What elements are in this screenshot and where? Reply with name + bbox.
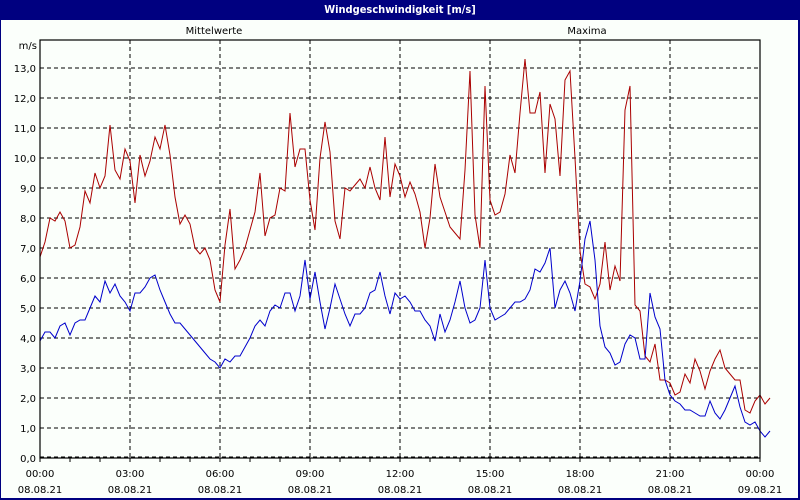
x-tick-date: 08.08.21 <box>198 485 243 496</box>
y-tick-label: 3,0 <box>20 364 36 375</box>
y-tick-label: 10,0 <box>14 154 36 165</box>
legend-mittelwerte: Mittelwerte <box>186 26 243 37</box>
x-tick-time: 18:00 <box>566 469 595 480</box>
x-tick-time: 00:00 <box>26 469 55 480</box>
y-tick-label: 1,0 <box>20 424 36 435</box>
grid-lines <box>39 40 761 462</box>
x-tick-time: 12:00 <box>386 469 415 480</box>
y-tick-label: 13,0 <box>14 64 36 75</box>
y-tick-label: 12,0 <box>14 94 36 105</box>
x-tick-date: 08.08.21 <box>18 485 63 496</box>
series-mittelwerte-line <box>39 220 771 438</box>
y-tick-label: 5,0 <box>20 304 36 315</box>
y-axis-unit: m/s <box>19 41 37 52</box>
y-tick-label: 0,0 <box>20 454 36 465</box>
y-tick-label: 2,0 <box>20 394 36 405</box>
y-tick-label: 6,0 <box>20 274 36 285</box>
x-tick-date: 08.08.21 <box>108 485 153 496</box>
y-axis-ticks: 0,0 1,0 2,0 3,0 4,0 5,0 6,0 7,0 8,0 9,0 10,0 11,0 12… <box>14 64 36 465</box>
x-tick-time: 09:00 <box>296 469 325 480</box>
x-tick-time: 06:00 <box>206 469 235 480</box>
x-tick-date: 09.08.21 <box>738 485 783 496</box>
window-title: Windgeschwindigkeit [m/s] <box>324 3 476 16</box>
x-tick-date: 08.08.21 <box>648 485 693 496</box>
series-maxima-line <box>39 58 771 414</box>
x-tick-date: 08.08.21 <box>558 485 603 496</box>
x-axis-ticks: 00:00 08.08.21 03:00 08.08.21 06:00 08.08.21 0… <box>18 469 783 496</box>
y-tick-label: 11,0 <box>14 124 36 135</box>
x-tick-time: 03:00 <box>116 469 145 480</box>
y-tick-label: 4,0 <box>20 334 36 345</box>
plot-frame <box>39 39 761 459</box>
y-tick-label: 9,0 <box>20 184 36 195</box>
x-tick-date: 08.08.21 <box>378 485 423 496</box>
x-tick-time: 00:00 <box>746 469 775 480</box>
legend-maxima: Maxima <box>567 26 606 37</box>
y-tick-label: 8,0 <box>20 214 36 225</box>
x-tick-time: 21:00 <box>656 469 685 480</box>
x-tick-time: 15:00 <box>476 469 505 480</box>
y-tick-label: 7,0 <box>20 244 36 255</box>
x-tick-date: 08.08.21 <box>468 485 513 496</box>
x-tick-date: 08.08.21 <box>288 485 333 496</box>
